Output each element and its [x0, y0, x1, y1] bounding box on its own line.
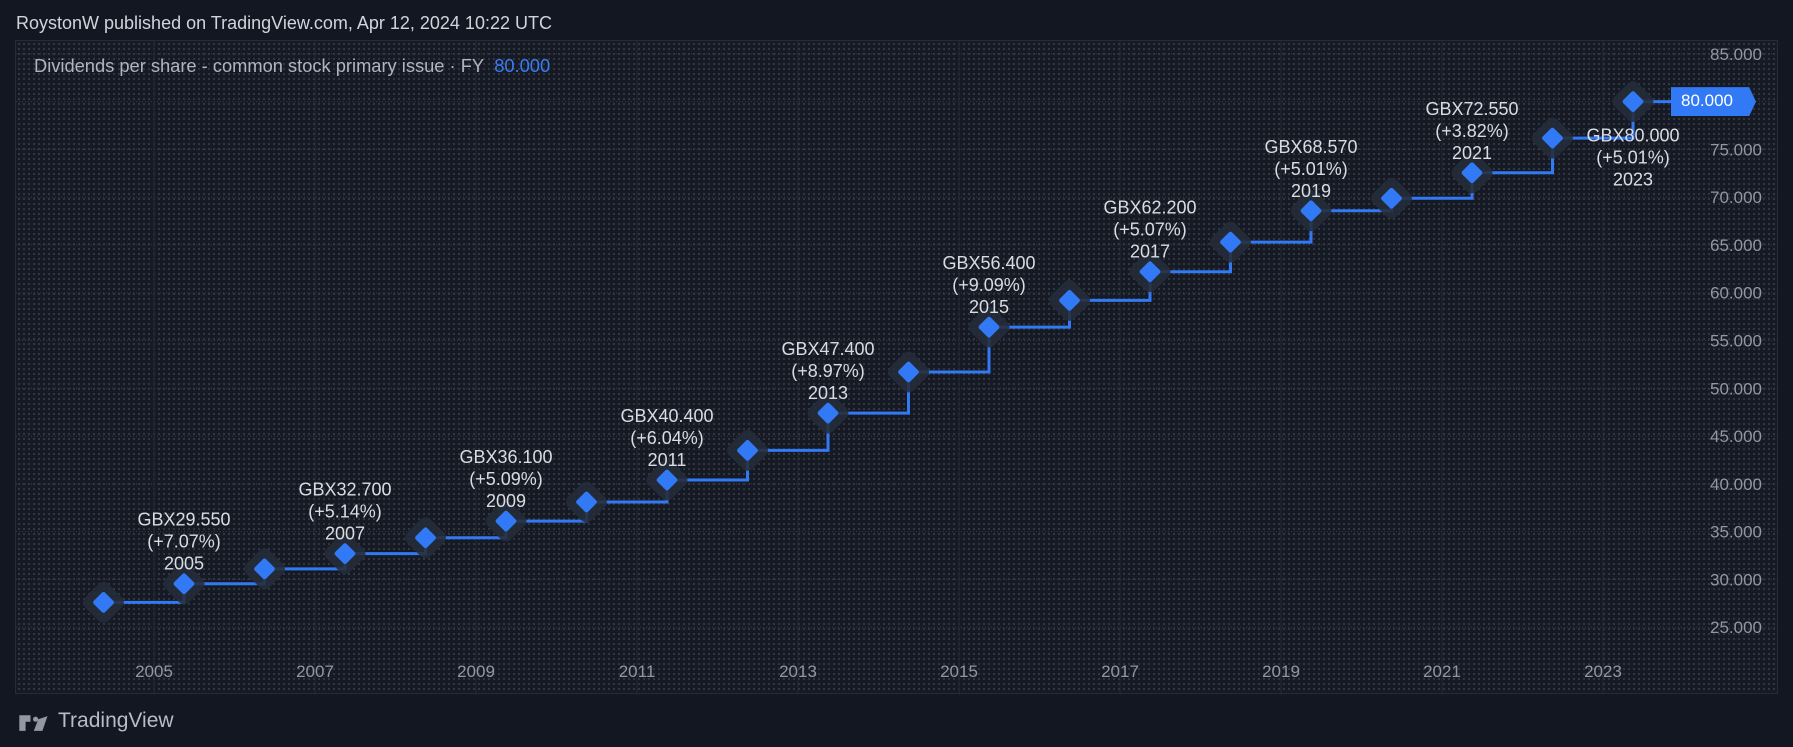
svg-text:GBX68.570: GBX68.570 — [1264, 137, 1357, 157]
svg-text:2009: 2009 — [486, 491, 526, 511]
svg-text:65.000: 65.000 — [1710, 236, 1762, 255]
svg-text:GBX80.000: GBX80.000 — [1586, 126, 1679, 146]
svg-text:30.000: 30.000 — [1710, 570, 1762, 589]
svg-text:GBX36.100: GBX36.100 — [459, 447, 552, 467]
svg-text:(+3.82%): (+3.82%) — [1435, 121, 1509, 141]
svg-text:GBX29.550: GBX29.550 — [137, 510, 230, 530]
svg-text:2005: 2005 — [135, 662, 173, 681]
svg-text:75.000: 75.000 — [1710, 140, 1762, 159]
svg-text:(+5.14%): (+5.14%) — [308, 502, 382, 522]
svg-text:2017: 2017 — [1101, 662, 1139, 681]
svg-text:(+6.04%): (+6.04%) — [630, 428, 704, 448]
svg-text:(+5.01%): (+5.01%) — [1596, 148, 1670, 168]
svg-text:2015: 2015 — [969, 297, 1009, 317]
svg-text:(+5.07%): (+5.07%) — [1113, 220, 1187, 240]
svg-text:2023: 2023 — [1584, 662, 1622, 681]
svg-text:45.000: 45.000 — [1710, 427, 1762, 446]
svg-text:2005: 2005 — [164, 554, 204, 574]
svg-text:2021: 2021 — [1423, 662, 1461, 681]
svg-text:2019: 2019 — [1262, 662, 1300, 681]
svg-text:GBX40.400: GBX40.400 — [620, 406, 713, 426]
svg-text:2017: 2017 — [1130, 242, 1170, 262]
svg-text:25.000: 25.000 — [1710, 618, 1762, 637]
svg-text:2015: 2015 — [940, 662, 978, 681]
svg-text:(+5.01%): (+5.01%) — [1274, 159, 1348, 179]
svg-text:2013: 2013 — [779, 662, 817, 681]
svg-text:2021: 2021 — [1452, 143, 1492, 163]
svg-text:2013: 2013 — [808, 383, 848, 403]
svg-text:2023: 2023 — [1613, 170, 1653, 190]
svg-text:2009: 2009 — [457, 662, 495, 681]
svg-text:GBX72.550: GBX72.550 — [1425, 99, 1518, 119]
svg-text:40.000: 40.000 — [1710, 475, 1762, 494]
svg-text:2007: 2007 — [296, 662, 334, 681]
svg-text:(+7.07%): (+7.07%) — [147, 532, 221, 552]
svg-text:2011: 2011 — [648, 450, 687, 470]
svg-text:(+5.09%): (+5.09%) — [469, 469, 543, 489]
svg-text:60.000: 60.000 — [1710, 284, 1762, 303]
svg-text:GBX56.400: GBX56.400 — [942, 253, 1035, 273]
svg-text:55.000: 55.000 — [1710, 332, 1762, 351]
svg-text:2011: 2011 — [619, 662, 656, 681]
svg-text:(+9.09%): (+9.09%) — [952, 275, 1026, 295]
svg-text:50.000: 50.000 — [1710, 379, 1762, 398]
svg-text:GBX62.200: GBX62.200 — [1103, 198, 1196, 218]
svg-text:70.000: 70.000 — [1710, 188, 1762, 207]
svg-text:2019: 2019 — [1291, 181, 1331, 201]
svg-text:2007: 2007 — [325, 524, 365, 544]
svg-text:85.000: 85.000 — [1710, 45, 1762, 64]
svg-text:GBX32.700: GBX32.700 — [298, 480, 391, 500]
svg-text:GBX47.400: GBX47.400 — [781, 339, 874, 359]
svg-text:(+8.97%): (+8.97%) — [791, 361, 865, 381]
svg-text:35.000: 35.000 — [1710, 523, 1762, 542]
